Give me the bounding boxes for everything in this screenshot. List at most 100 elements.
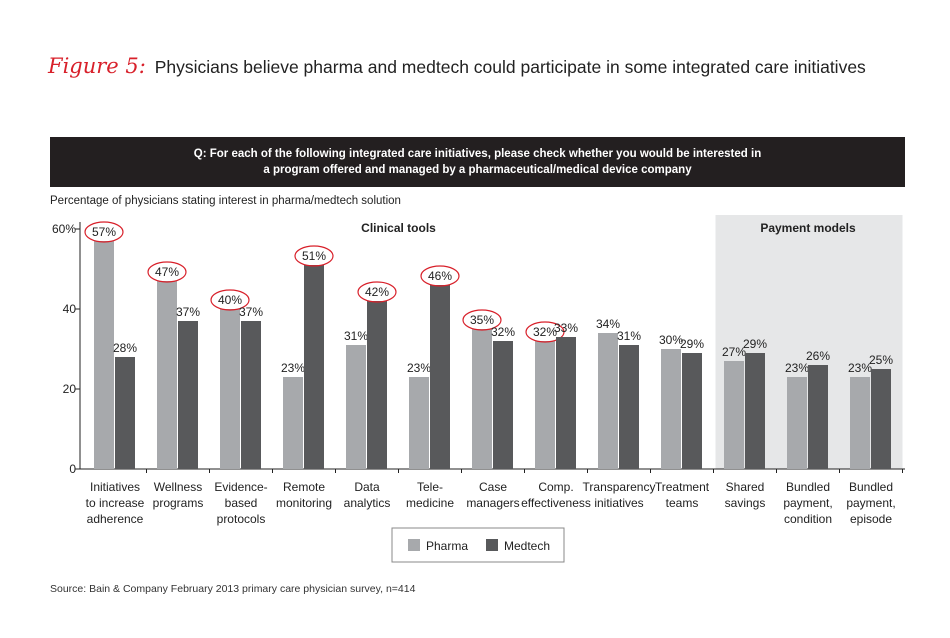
pharma-bar (724, 361, 744, 469)
pharma-bar (535, 341, 555, 469)
category-label: Data (354, 480, 380, 494)
source-note: Source: Bain & Company February 2013 pri… (50, 583, 416, 595)
pharma-bar (283, 377, 303, 469)
medtech-value-label: 37% (176, 305, 200, 319)
legend-swatch-pharma (408, 539, 420, 551)
category-label: Treatment (655, 480, 710, 494)
category-label: Bundled (849, 480, 893, 494)
category-label: initiatives (594, 496, 643, 510)
highlight-circle (420, 265, 460, 287)
figure-title-text: Physicians believe pharma and medtech co… (154, 57, 866, 77)
category-label: based (225, 496, 258, 510)
pharma-bar (409, 377, 429, 469)
medtech-bar (682, 353, 702, 469)
medtech-value-label: 25% (869, 353, 893, 367)
medtech-value-label: 32% (491, 325, 515, 339)
pharma-bar (346, 345, 366, 469)
chart-subtitle: Percentage of physicians stating interes… (50, 195, 401, 207)
pharma-value-label: 47% (155, 265, 179, 279)
highlight-circle (462, 309, 502, 331)
legend-label-pharma: Pharma (426, 539, 468, 553)
pharma-bar (157, 281, 177, 469)
category-label: Transparency (583, 480, 656, 494)
medtech-bar (367, 301, 387, 469)
medtech-bar (493, 341, 513, 469)
legend-label-medtech: Medtech (504, 539, 550, 553)
medtech-value-label: 29% (680, 337, 704, 351)
category-label: payment, (783, 496, 832, 510)
question-banner: Q: For each of the following integrated … (50, 137, 905, 187)
medtech-value-label: 33% (554, 321, 578, 335)
medtech-value-label: 42% (365, 285, 389, 299)
category-label: condition (784, 512, 832, 526)
group-header-payment-models: Payment models (760, 221, 856, 235)
category-label: Wellness (154, 480, 202, 494)
pharma-bar (787, 377, 807, 469)
category-label: medicine (406, 496, 454, 510)
medtech-bar (808, 365, 828, 469)
category-label: monitoring (276, 496, 332, 510)
y-tick-label: 60% (52, 222, 76, 236)
category-label: effectiveness (521, 496, 591, 510)
category-label: Remote (283, 480, 325, 494)
category-label: Comp. (538, 480, 573, 494)
y-tick-label: 40 (63, 302, 77, 316)
category-label: adherence (87, 512, 144, 526)
figure-label: Figure 5: (48, 54, 146, 78)
category-label: protocols (217, 512, 266, 526)
pharma-value-label: 34% (596, 317, 620, 331)
category-label: Tele- (417, 480, 443, 494)
medtech-bar (556, 337, 576, 469)
category-label: payment, (846, 496, 895, 510)
pharma-value-label: 23% (848, 361, 872, 375)
pharma-value-label: 57% (92, 225, 116, 239)
category-label: savings (725, 496, 766, 510)
pharma-value-label: 32% (533, 325, 557, 339)
pharma-bar (472, 329, 492, 469)
highlight-circle (210, 289, 250, 311)
medtech-bar (178, 321, 198, 469)
pharma-value-label: 27% (722, 345, 746, 359)
category-label: Case (479, 480, 507, 494)
medtech-value-label: 29% (743, 337, 767, 351)
category-label: teams (666, 496, 699, 510)
category-label: Shared (726, 480, 765, 494)
y-tick-label: 20 (63, 382, 77, 396)
y-tick-label: 0 (69, 462, 76, 476)
medtech-bar (871, 369, 891, 469)
category-label: episode (850, 512, 892, 526)
pharma-bar (220, 309, 240, 469)
medtech-value-label: 37% (239, 305, 263, 319)
pharma-bar (661, 349, 681, 469)
pharma-value-label: 23% (281, 361, 305, 375)
figure-title: Figure 5: Physicians believe pharma and … (48, 54, 866, 78)
medtech-value-label: 26% (806, 349, 830, 363)
medtech-bar (304, 265, 324, 469)
medtech-bar (115, 357, 135, 469)
pharma-value-label: 30% (659, 333, 683, 347)
highlight-circle (525, 321, 565, 343)
medtech-bar (745, 353, 765, 469)
pharma-value-label: 23% (785, 361, 809, 375)
pharma-bar (598, 333, 618, 469)
medtech-bar (619, 345, 639, 469)
medtech-bar (430, 285, 450, 469)
group-header-clinical-tools: Clinical tools (361, 221, 436, 235)
medtech-value-label: 46% (428, 269, 452, 283)
highlight-circle (357, 281, 397, 303)
category-label: managers (466, 496, 519, 510)
highlight-circle (294, 245, 334, 267)
highlight-circle (84, 221, 124, 243)
category-label: Evidence- (214, 480, 267, 494)
medtech-bar (241, 321, 261, 469)
medtech-value-label: 28% (113, 341, 137, 355)
legend-swatch-medtech (486, 539, 498, 551)
medtech-value-label: 51% (302, 249, 326, 263)
medtech-value-label: 31% (617, 329, 641, 343)
question-line-2: a program offered and managed by a pharm… (263, 164, 692, 176)
highlight-circle (147, 261, 187, 283)
category-label: to increase (86, 496, 145, 510)
pharma-bar (850, 377, 870, 469)
pharma-value-label: 40% (218, 293, 242, 307)
